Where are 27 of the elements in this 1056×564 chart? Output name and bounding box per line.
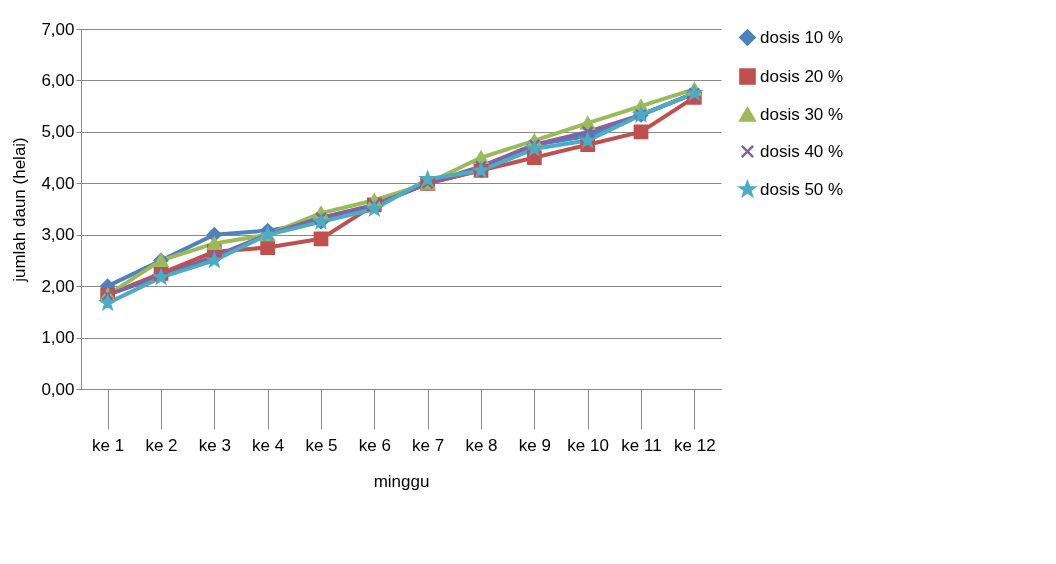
x-tick-label: ke 7 bbox=[412, 435, 445, 455]
x-tick-label: ke 10 bbox=[567, 435, 609, 455]
y-tick-label: 3,00 bbox=[41, 225, 75, 245]
y-tick-label: 2,00 bbox=[41, 276, 75, 296]
x-tick-label: ke 6 bbox=[358, 435, 391, 455]
legend-label: dosis 40 % bbox=[760, 141, 844, 161]
y-tick-label: 0,00 bbox=[41, 379, 75, 399]
x-tick-label: ke 4 bbox=[252, 435, 285, 455]
x-tick-label: ke 11 bbox=[621, 435, 662, 455]
x-tick-label: ke 12 bbox=[674, 435, 716, 455]
x-tick-label: ke 8 bbox=[465, 435, 498, 455]
x-tick-label: ke 5 bbox=[305, 435, 338, 455]
x-tick-label: ke 1 bbox=[92, 435, 125, 455]
legend-label: dosis 10 % bbox=[760, 27, 844, 47]
y-tick-label: 1,00 bbox=[41, 328, 75, 348]
y-tick-label: 4,00 bbox=[41, 173, 75, 193]
x-tick-label: ke 2 bbox=[145, 435, 178, 455]
y-tick-label: 5,00 bbox=[41, 122, 75, 142]
x-axis-title: minggu bbox=[373, 471, 430, 491]
legend-label: dosis 50 % bbox=[760, 179, 844, 199]
x-tick-label: ke 9 bbox=[518, 435, 551, 455]
legend-label: dosis 20 % bbox=[760, 66, 844, 86]
y-axis-title: jumlah daun (helai) bbox=[10, 137, 30, 283]
legend-label: dosis 30 % bbox=[760, 104, 844, 124]
x-tick-label: ke 3 bbox=[198, 435, 231, 455]
y-tick-label: 6,00 bbox=[41, 70, 75, 90]
y-tick-label: 7,00 bbox=[41, 19, 75, 39]
